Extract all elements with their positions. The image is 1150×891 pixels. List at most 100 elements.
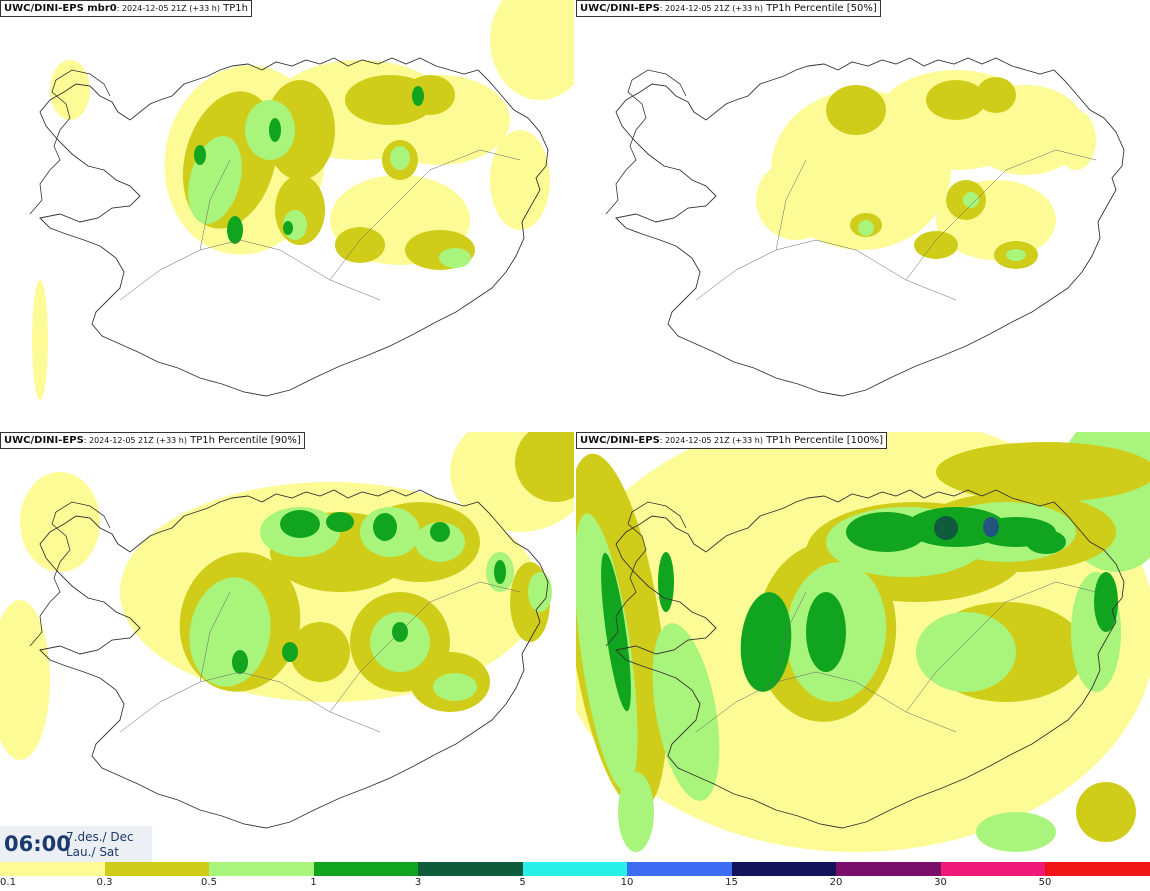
- precip-area: [576, 513, 638, 791]
- westfjords-coastline: [605, 501, 687, 647]
- precip-area: [934, 516, 958, 540]
- precip-area: [936, 442, 1150, 502]
- precip-area: [194, 145, 206, 165]
- precip-area: [335, 227, 385, 263]
- colorbar-segment: [940, 862, 1046, 876]
- precip-map: [605, 57, 1125, 397]
- precip-area: [227, 216, 243, 244]
- map-panel-p100: UWC/DINI-EPS: 2024-12-05 21Z (+33 h) TP1…: [576, 432, 1150, 861]
- precip-area: [430, 522, 450, 542]
- iceland-coastline: [39, 489, 549, 829]
- precip-field: [756, 70, 1096, 269]
- precip-area: [490, 130, 550, 230]
- precip-area: [858, 220, 874, 236]
- westfjords-coastline: [605, 69, 687, 215]
- colorbar-segment: [627, 862, 732, 876]
- precip-area: [826, 85, 886, 135]
- precip-area: [652, 623, 720, 801]
- precip-area: [283, 221, 293, 235]
- precip-area: [1076, 782, 1136, 842]
- colorbar-labels: 0.1 0.3 0.5 1 3 5 10 15 20 30 50: [0, 876, 1150, 891]
- precip-area: [740, 592, 792, 692]
- colorbar-segment: [0, 862, 105, 876]
- panel-title: UWC/DINI-EPS: 2024-12-05 21Z (+33 h) TP1…: [576, 0, 881, 17]
- iceland-coastline: [615, 489, 1125, 829]
- precip-area: [846, 512, 926, 552]
- road-network: [119, 581, 521, 733]
- precip-map: [576, 432, 1150, 852]
- colorbar-label: 15: [725, 877, 738, 888]
- road-network: [695, 149, 1097, 301]
- precip-area: [189, 577, 271, 687]
- precip-area: [490, 0, 574, 100]
- colorbar-label: 1: [310, 877, 317, 888]
- precip-area: [515, 432, 574, 502]
- valid-date: 7.des./ Dec: [66, 830, 134, 844]
- colorbar-label: 0.3: [96, 877, 113, 888]
- colorbar-segment: [313, 862, 419, 876]
- precip-area: [618, 772, 654, 852]
- precip-area: [601, 552, 631, 712]
- precip-map: [29, 0, 574, 400]
- precip-area: [926, 80, 986, 120]
- precip-area: [269, 118, 281, 142]
- precip-area: [1094, 572, 1118, 632]
- precip-area: [232, 650, 248, 674]
- coastline: [29, 489, 549, 829]
- precip-area: [916, 612, 1016, 692]
- map-panel-p50: UWC/DINI-EPS: 2024-12-05 21Z (+33 h) TP1…: [576, 0, 1150, 429]
- precip-area: [0, 600, 50, 760]
- colorbar-label: 20: [829, 877, 843, 888]
- precip-area: [658, 552, 674, 612]
- precip-area: [32, 280, 48, 400]
- westfjords-coastline: [29, 501, 111, 647]
- colorbar-label: 0.5: [201, 877, 217, 888]
- colorbar-label: 30: [934, 877, 947, 888]
- panel-title: UWC/DINI-EPS: 2024-12-05 21Z (+33 h) TP1…: [0, 432, 305, 449]
- precip-area: [976, 77, 1016, 113]
- colorbar-segment: [104, 862, 210, 876]
- precip-area: [963, 192, 979, 208]
- colorbar-segment: [836, 862, 941, 876]
- precip-area: [1006, 249, 1026, 261]
- iceland-coastline: [39, 57, 549, 397]
- panel-divider: [0, 429, 1150, 432]
- precip-field: [32, 0, 574, 400]
- precip-area: [439, 248, 471, 268]
- colorbar-label: 10: [620, 877, 634, 888]
- valid-weekday: Lau./ Sat: [66, 845, 119, 859]
- precip-area: [326, 512, 354, 532]
- panel-title: UWC/DINI-EPS mbr0: 2024-12-05 21Z (+33 h…: [0, 0, 252, 17]
- colorbar-label: 3: [414, 877, 422, 888]
- precip-area: [976, 812, 1056, 852]
- precip-field: [0, 432, 574, 760]
- precip-area: [412, 86, 424, 106]
- precip-field: [576, 432, 1150, 852]
- colorbar-label: 0.1: [0, 877, 16, 888]
- precip-area: [983, 517, 999, 537]
- colorbar-segment: [522, 862, 628, 876]
- precip-area: [290, 622, 350, 682]
- coastline: [29, 57, 549, 397]
- precip-area: [914, 231, 958, 259]
- colorbar-segment: [1045, 862, 1150, 876]
- precip-area: [1056, 110, 1096, 170]
- precip-area: [756, 160, 836, 240]
- iceland-coastline: [615, 57, 1125, 397]
- precip-area: [373, 513, 397, 541]
- precip-map: [0, 432, 574, 829]
- valid-time: 06:00: [4, 832, 71, 856]
- precip-area: [1026, 530, 1066, 554]
- precip-area: [20, 472, 100, 572]
- colorbar-label: 50: [1038, 877, 1052, 888]
- precip-area: [494, 560, 506, 584]
- precip-area: [282, 642, 298, 662]
- westfjords-coastline: [29, 69, 111, 215]
- coastline: [605, 57, 1125, 397]
- panel-title: UWC/DINI-EPS: 2024-12-05 21Z (+33 h) TP1…: [576, 432, 888, 449]
- precip-area: [50, 60, 90, 120]
- colorbar-segment: [209, 862, 314, 876]
- precip-area: [528, 572, 552, 612]
- precip-area: [280, 510, 320, 538]
- map-panel-member0: UWC/DINI-EPS mbr0: 2024-12-05 21Z (+33 h…: [0, 0, 574, 429]
